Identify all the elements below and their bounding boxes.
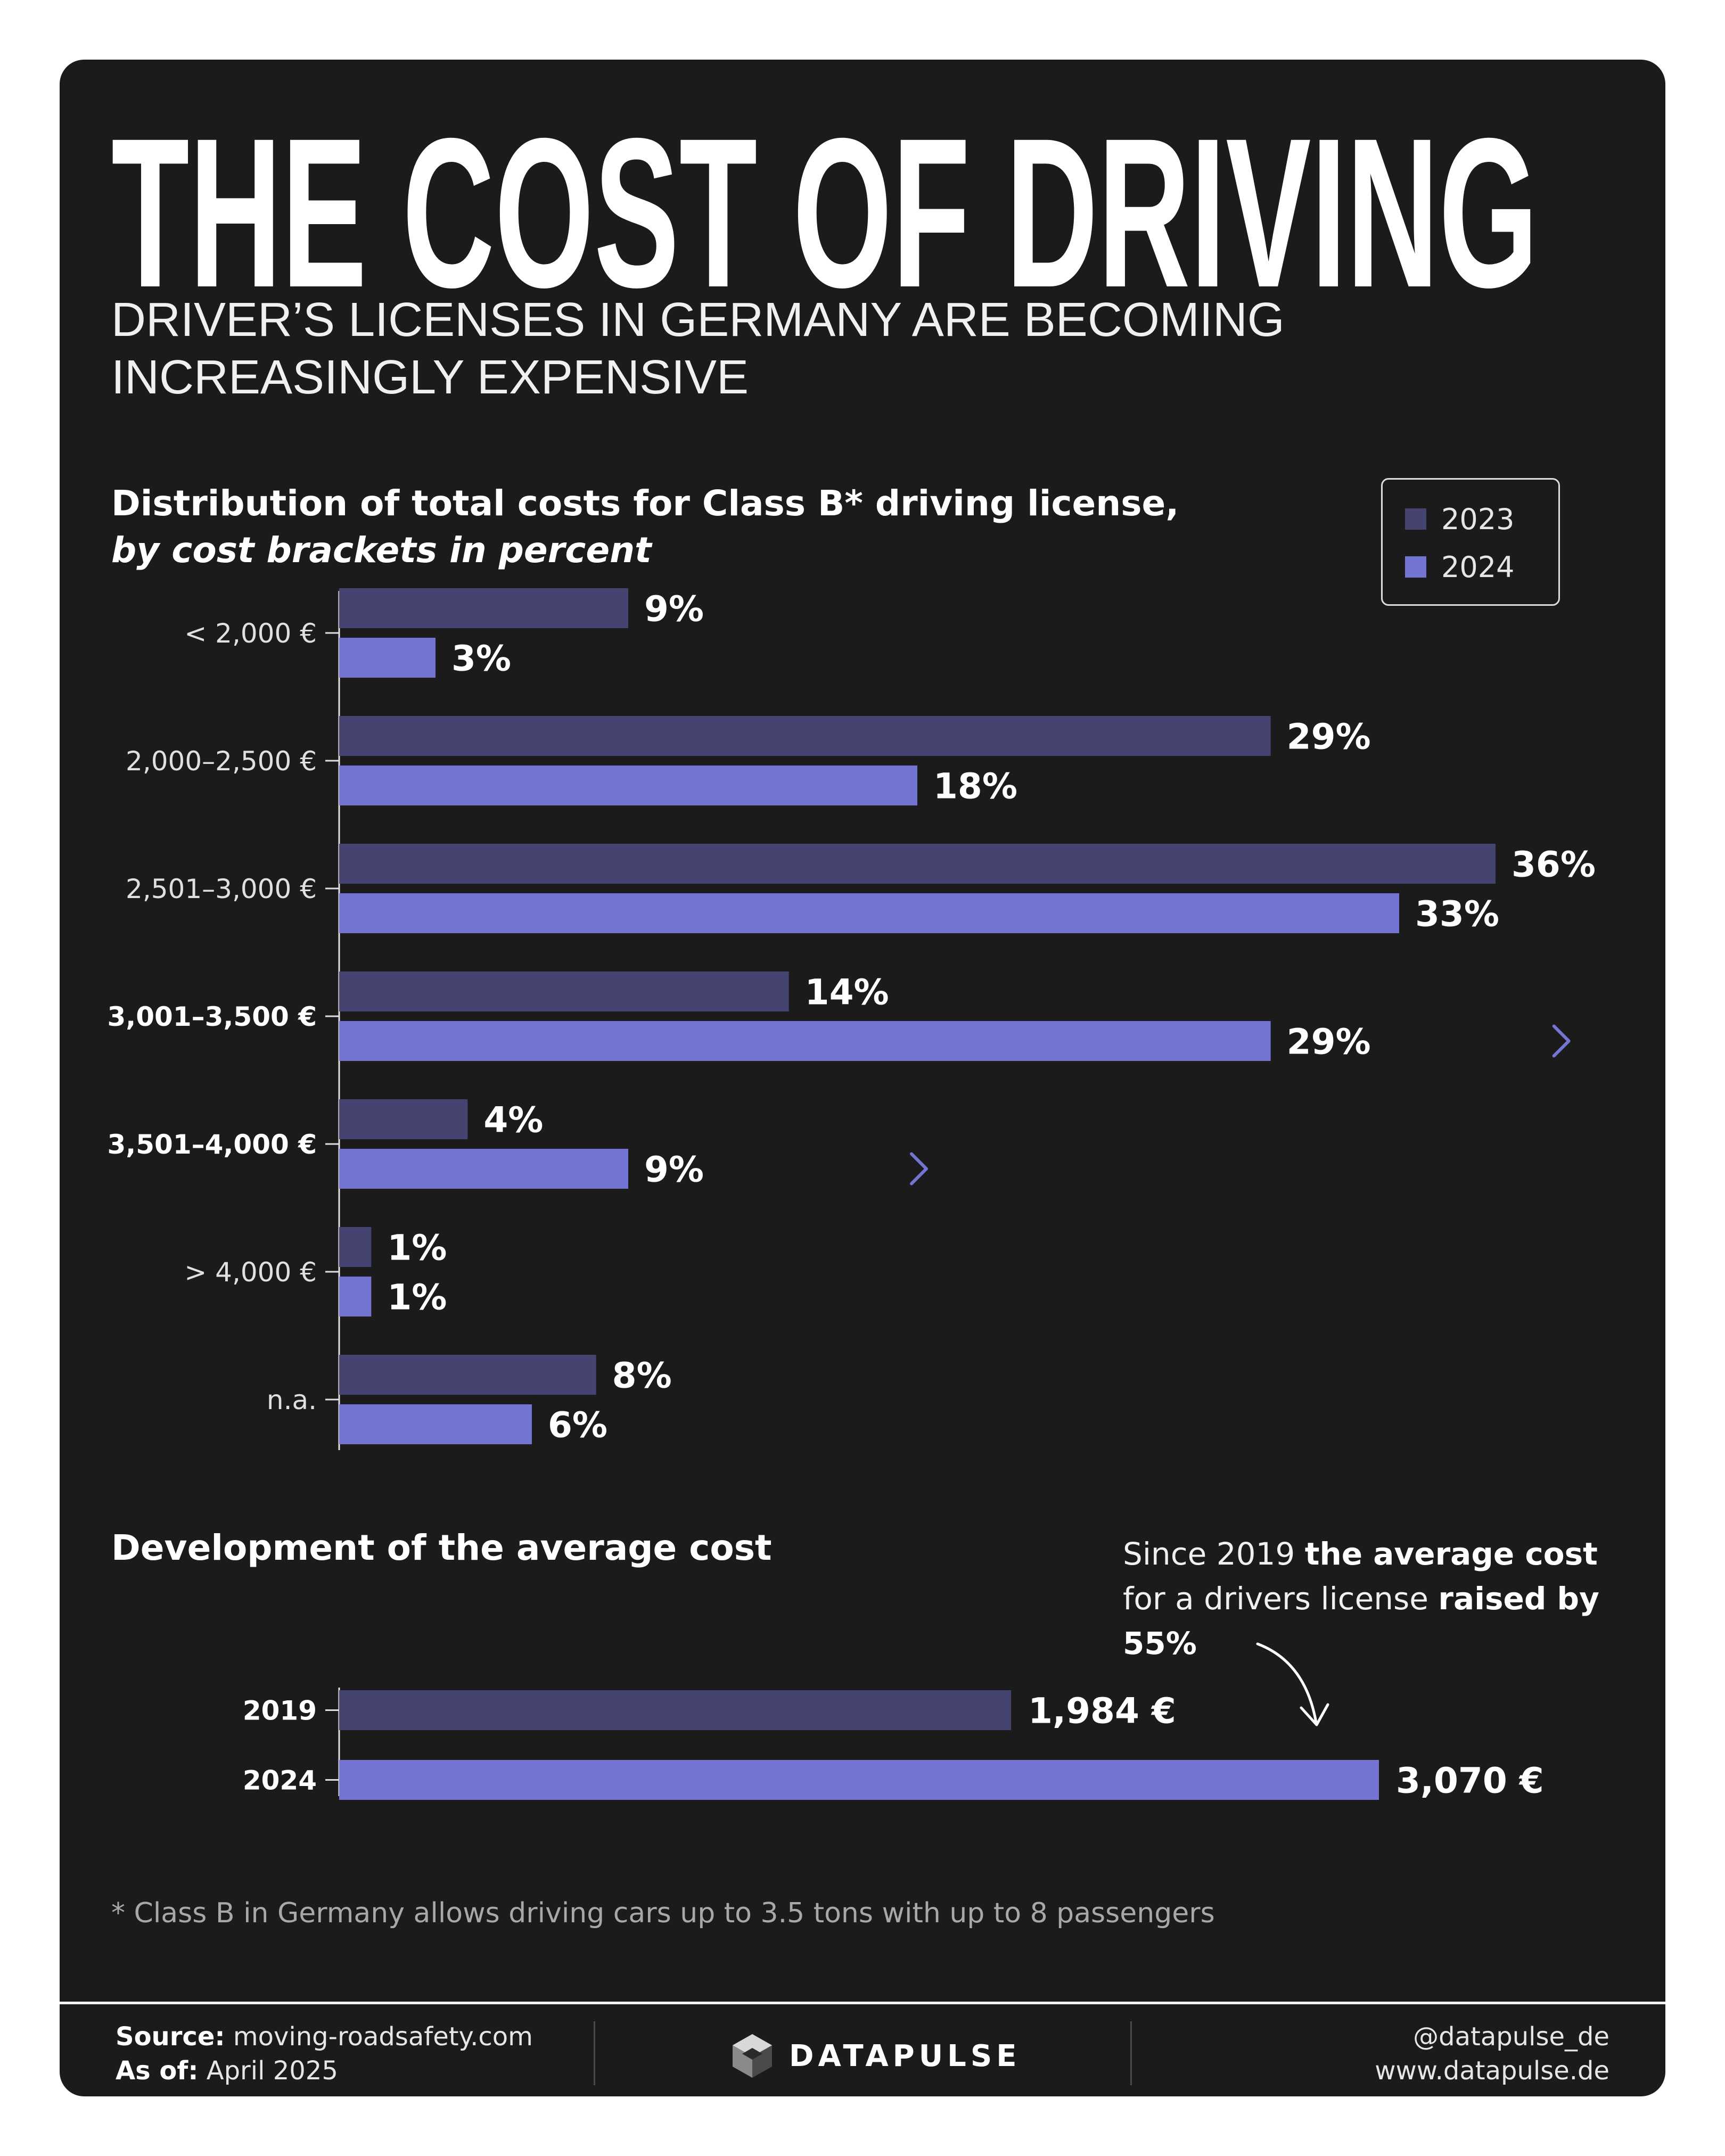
bar-2024 <box>339 1760 1379 1800</box>
value-label-2023: 36% <box>1512 844 1596 885</box>
chart2-title: Development of the average cost <box>111 1527 772 1568</box>
bar-2023 <box>339 844 1496 884</box>
annotation-bold: raised by 55% <box>1123 1581 1599 1661</box>
value-label-2024: 29% <box>1287 1022 1371 1063</box>
cost-brackets-bar-chart: < 2,000 € 9% 3% 2,000–2,500 € 29% 18% 2,501–3,… <box>107 588 1596 1450</box>
bar-2024 <box>339 766 917 805</box>
chart-legend: 2023 2024 <box>1381 478 1560 606</box>
page-title: THE COST OF DRIVING <box>111 94 1539 332</box>
footer-handle: @datapulse_de <box>1413 2022 1609 2052</box>
year-label: 2024 <box>243 1765 317 1796</box>
value-label-2023: 29% <box>1287 717 1371 758</box>
category-label: < 2,000 € <box>184 618 317 649</box>
bar-2024 <box>339 1277 372 1316</box>
bar-2024 <box>339 1149 628 1189</box>
legend-label-2024: 2024 <box>1441 550 1515 584</box>
value-label-2024: 3,070 € <box>1396 1760 1544 1801</box>
value-label-2024: 9% <box>644 1149 704 1190</box>
footer-source: Source: moving-roadsafety.com <box>116 2020 533 2053</box>
value-label-2023: 8% <box>612 1355 672 1396</box>
brand-name: DATAPULSE <box>789 2038 1021 2073</box>
category-label: 3,001–3,500 € <box>107 1001 317 1032</box>
bar-2023 <box>339 1099 468 1139</box>
category-label: > 4,000 € <box>184 1257 317 1288</box>
legend-entry-2023: 2023 <box>1405 502 1515 536</box>
average-cost-bar-chart: 2019 1,984 € 2024 3,070 € <box>243 1642 1544 1801</box>
bar-2024 <box>339 1021 1271 1061</box>
footer-divider <box>1130 2021 1132 2085</box>
curved-arrow-icon <box>1256 1642 1318 1724</box>
year-label: 2019 <box>243 1696 317 1726</box>
infographic-card: THE COST OF DRIVING DRIVER’S LICENSES IN… <box>60 60 1665 2096</box>
asof-value: April 2025 <box>206 2056 338 2086</box>
value-label-2023: 4% <box>483 1100 543 1141</box>
bar-2024 <box>339 638 436 678</box>
footer-website: www.datapulse.de <box>1375 2056 1609 2086</box>
value-label-2024: 18% <box>933 766 1017 807</box>
legend-entry-2024: 2024 <box>1405 550 1515 584</box>
category-label: 2,501–3,000 € <box>126 874 317 904</box>
trend-arrow-head-icon <box>1552 1024 1571 1058</box>
asof-label: As of: <box>116 2056 199 2086</box>
value-label-2019: 1,984 € <box>1028 1691 1176 1732</box>
legend-swatch-2024 <box>1405 556 1426 578</box>
page-subtitle: DRIVER’S LICENSES IN GERMANY ARE BECOMIN… <box>111 293 1285 404</box>
category-label: 2,000–2,500 € <box>126 746 317 777</box>
bar-2023 <box>339 1227 372 1267</box>
chart1-subtitle: by cost brackets in percent <box>111 530 652 571</box>
value-label-2024: 33% <box>1415 894 1499 935</box>
growth-annotation: Since 2019 the average cost for a driver… <box>1123 1532 1634 1666</box>
value-label-2023: 9% <box>644 589 704 630</box>
footer-divider <box>594 2021 595 2085</box>
value-label-2023: 14% <box>805 972 889 1013</box>
category-label: n.a. <box>267 1385 317 1416</box>
source-value: moving-roadsafety.com <box>233 2022 533 2052</box>
legend-label-2023: 2023 <box>1441 502 1515 536</box>
curved-arrow-head-icon <box>1300 1703 1329 1726</box>
legend-swatch-2023 <box>1405 508 1426 530</box>
bar-2019 <box>339 1690 1012 1730</box>
trend-arrow-head-icon <box>910 1152 928 1186</box>
footer: Source: moving-roadsafety.com As of: Apr… <box>60 2002 1665 2096</box>
chart1-title: Distribution of total costs for Class B*… <box>111 483 1179 524</box>
value-label-2024: 6% <box>548 1405 607 1446</box>
annotation-text: for a drivers license <box>1123 1581 1439 1617</box>
footer-asof: As of: April 2025 <box>116 2054 338 2087</box>
annotation-text: Since 2019 <box>1123 1536 1305 1572</box>
bar-2024 <box>339 1404 532 1444</box>
category-label: 3,501–4,000 € <box>107 1129 317 1160</box>
bar-2023 <box>339 972 789 1011</box>
value-label-2024: 3% <box>451 638 511 679</box>
value-label-2024: 1% <box>387 1277 447 1318</box>
source-label: Source: <box>116 2022 225 2052</box>
brand-logo: DATAPULSE <box>729 2032 1021 2080</box>
bar-2023 <box>339 588 628 628</box>
annotation-bold: the average cost <box>1304 1536 1598 1572</box>
bar-2024 <box>339 893 1399 933</box>
value-label-2023: 1% <box>387 1228 447 1269</box>
bar-2023 <box>339 1355 596 1395</box>
datapulse-logo-icon <box>733 2034 772 2078</box>
footnote: * Class B in Germany allows driving cars… <box>111 1897 1215 1929</box>
bar-2023 <box>339 716 1271 756</box>
